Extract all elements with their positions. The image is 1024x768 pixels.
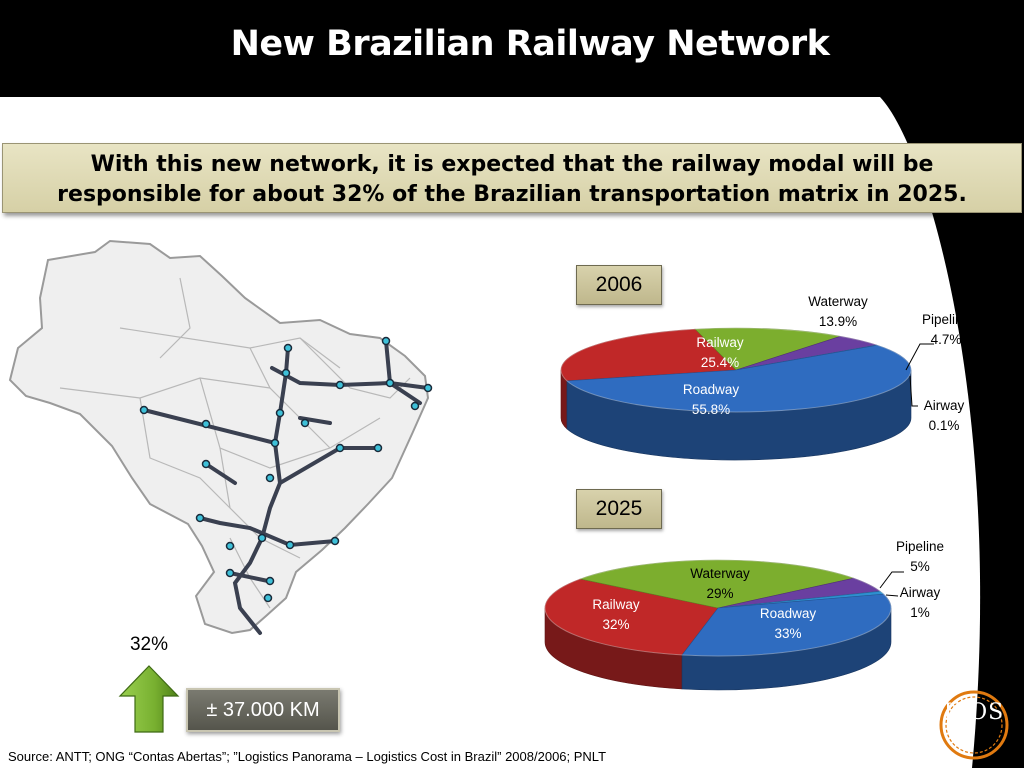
- source-footnote: Source: ANTT; ONG “Contas Abertas”; ”Log…: [8, 749, 607, 764]
- ilos-logo: [939, 690, 1009, 760]
- label-2006-waterway: Waterway 13.9%: [796, 292, 880, 332]
- label-2006-waterway-value: 13.9%: [818, 314, 858, 329]
- up-arrow-icon: [118, 665, 180, 733]
- chart-2025-title: 2025: [576, 489, 662, 529]
- label-2025-waterway: Waterway 29%: [678, 564, 762, 604]
- brazil-railway-map: [8, 239, 433, 635]
- label-2025-airway: Airway 1%: [888, 583, 952, 623]
- label-2025-railway: Railway 32%: [578, 595, 654, 635]
- label-2025-waterway-value: 29%: [706, 586, 734, 601]
- label-2006-pipeline: Pipeline 4.7%: [910, 310, 982, 350]
- title-bar: [0, 0, 1024, 97]
- label-2006-roadway-name: Roadway: [682, 382, 740, 397]
- banner-line-1: With this new network, it is expected th…: [90, 152, 934, 177]
- label-2025-roadway: Roadway 33%: [746, 604, 830, 644]
- label-2025-pipeline: Pipeline 5%: [884, 537, 956, 577]
- label-2006-railway-name: Railway: [696, 335, 744, 350]
- label-2006-roadway-value: 55.8%: [691, 402, 731, 417]
- summary-banner: With this new network, it is expected th…: [2, 143, 1022, 213]
- growth-percentage: 32%: [129, 634, 169, 655]
- network-length-badge: ± 37.000 KM: [186, 688, 340, 732]
- label-2025-pipeline-name: Pipeline: [895, 539, 945, 554]
- label-2025-roadway-value: 33%: [774, 626, 802, 641]
- label-2006-waterway-name: Waterway: [808, 294, 868, 309]
- slide-title: New Brazilian Railway Network: [230, 24, 830, 64]
- label-2006-pipeline-value: 4.7%: [930, 332, 962, 347]
- label-2025-airway-value: 1%: [910, 605, 930, 620]
- label-2025-roadway-name: Roadway: [759, 606, 817, 621]
- label-2006-airway-name: Airway: [923, 398, 965, 413]
- label-2025-railway-value: 32%: [602, 617, 630, 632]
- railway-stations: [139, 336, 433, 603]
- label-2025-railway-name: Railway: [592, 597, 640, 612]
- label-2006-airway: Airway 0.1%: [910, 396, 978, 436]
- railway-lines: [142, 339, 430, 635]
- label-2025-pipeline-value: 5%: [910, 559, 930, 574]
- label-2025-airway-name: Airway: [899, 585, 941, 600]
- label-2006-railway-value: 25.4%: [700, 355, 740, 370]
- brazil-outline: [8, 239, 430, 635]
- label-2006-railway: Railway 25.4%: [682, 333, 758, 373]
- chart-2006-title: 2006: [576, 265, 662, 305]
- label-2006-airway-value: 0.1%: [928, 418, 960, 433]
- label-2006-pipeline-name: Pipeline: [921, 312, 971, 327]
- logo-text: ILOS: [943, 700, 1005, 725]
- label-2006-roadway: Roadway 55.8%: [668, 380, 754, 420]
- label-2025-waterway-name: Waterway: [690, 566, 750, 581]
- banner-line-2: responsible for about 32% of the Brazili…: [57, 182, 967, 207]
